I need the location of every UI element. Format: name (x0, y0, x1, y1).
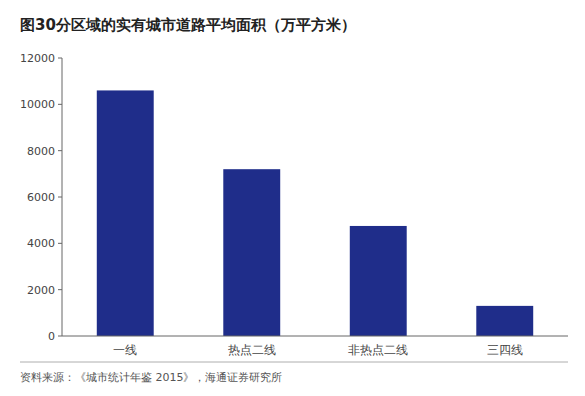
y-tick (58, 336, 62, 337)
chart-container: 图30分区域的实有城市道路平均面积（万平方米） 0 2000 4000 6000 8000… (0, 0, 585, 396)
y-tick-label: 10000 (20, 98, 55, 111)
y-tick (58, 289, 62, 290)
title: 图30分区域的实有城市道路平均面积（万平方米） (20, 16, 356, 34)
bar (350, 226, 407, 336)
bar (223, 169, 280, 336)
chart-svg: 图30分区域的实有城市道路平均面积（万平方米） 0 2000 4000 6000 8000… (0, 0, 585, 396)
y-tick-label: 8000 (27, 145, 55, 158)
x-tick-label: 三四线 (487, 343, 523, 357)
bar (476, 306, 533, 336)
y-tick (58, 243, 62, 244)
y-tick-label: 0 (48, 330, 55, 343)
y-tick (58, 58, 62, 59)
footnote-rule (20, 362, 568, 363)
y-axis-line (62, 58, 63, 336)
bar (97, 90, 154, 336)
x-tick-label: 热点二线 (228, 343, 276, 357)
y-tick-label: 2000 (27, 284, 55, 297)
footnote: 资料来源：《城市统计年鉴 2015》，海通证券研究所 (20, 371, 283, 384)
x-axis: 一线 热点二线 非热点二线 三四线 (62, 336, 568, 357)
y-tick (58, 150, 62, 151)
bars (97, 90, 533, 336)
y-tick-label: 4000 (27, 237, 55, 250)
x-tick-label: 非热点二线 (348, 343, 408, 357)
y-tick-label: 12000 (20, 52, 55, 65)
x-tick-label: 一线 (113, 343, 137, 357)
x-axis-line (62, 336, 568, 337)
y-tick-label: 6000 (27, 191, 55, 204)
y-axis: 0 2000 4000 6000 8000 10000 12000 (20, 52, 62, 343)
y-tick (58, 104, 62, 105)
y-tick (58, 197, 62, 198)
